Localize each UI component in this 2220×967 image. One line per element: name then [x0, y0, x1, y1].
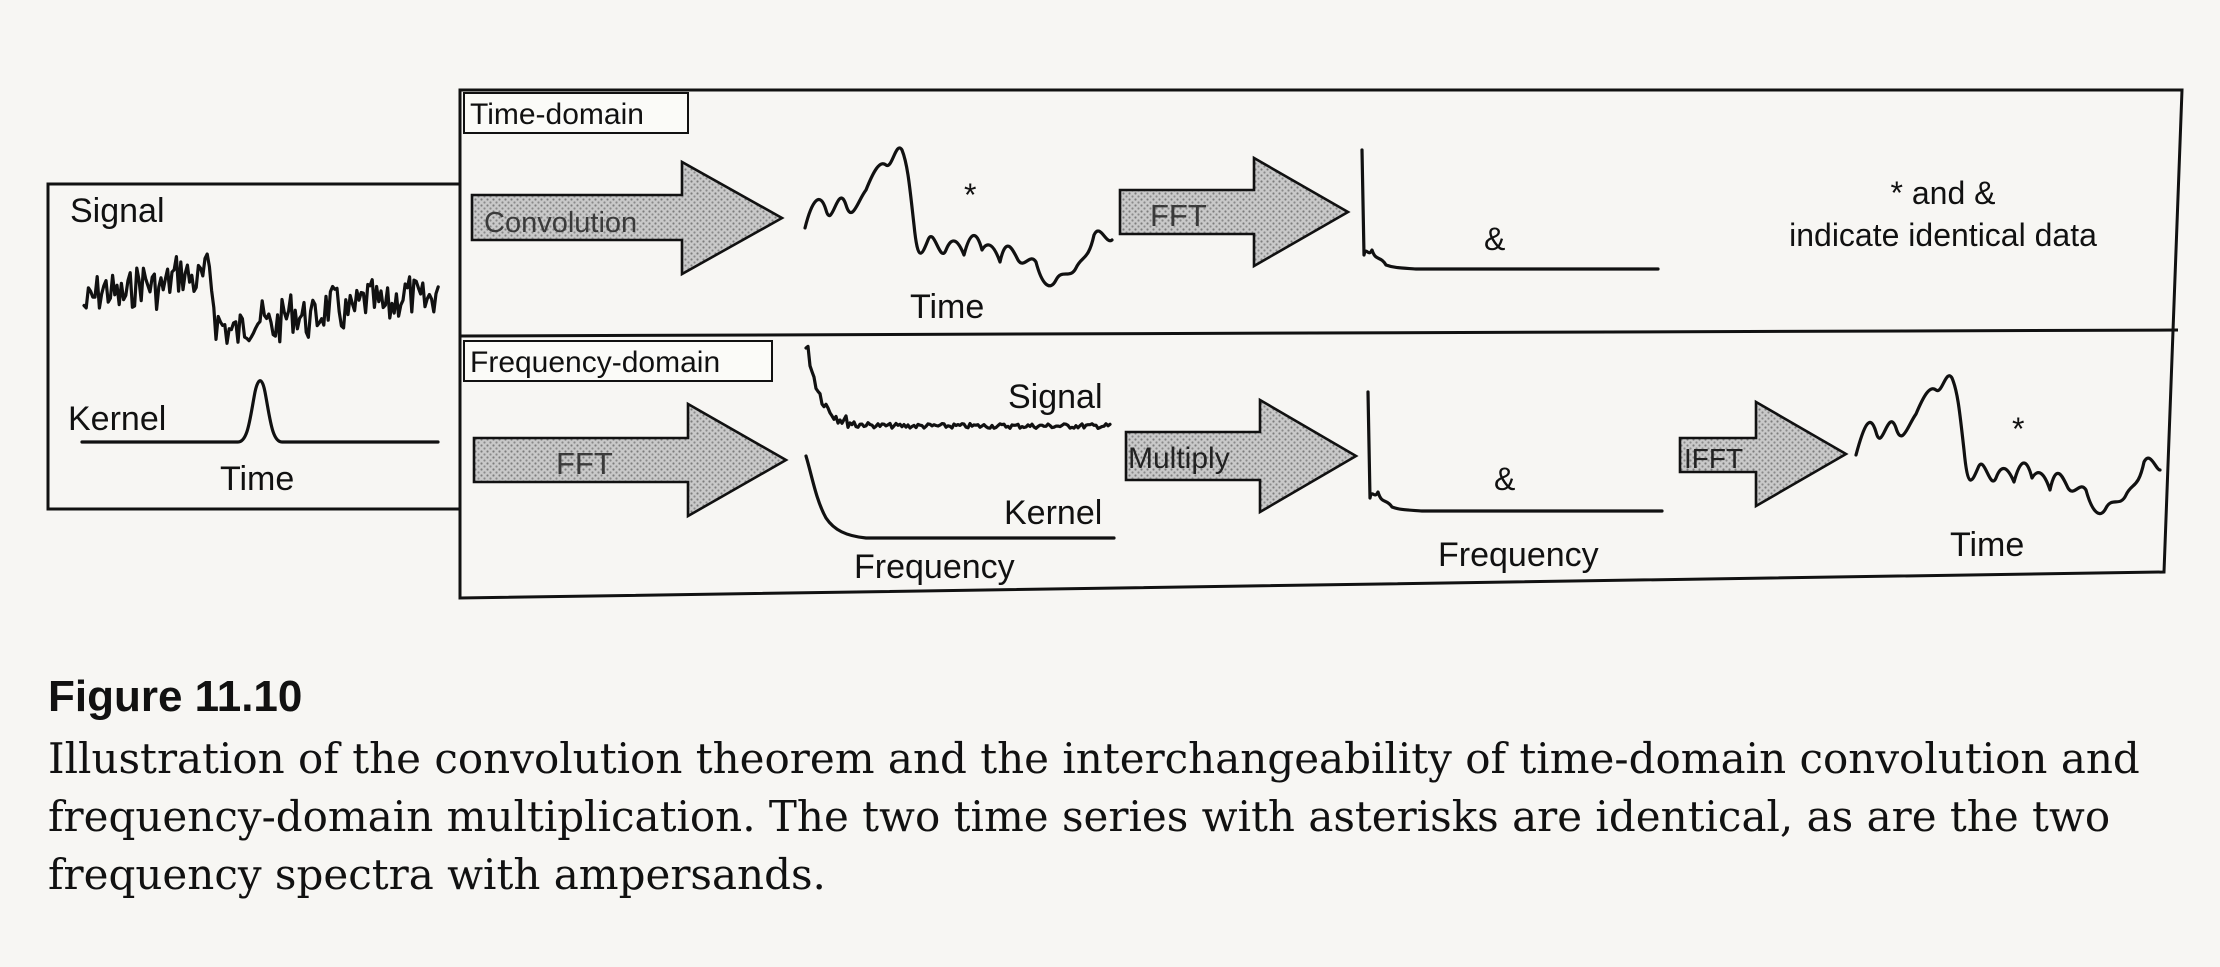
signal-spectrum-label: Signal [1008, 378, 1103, 416]
frequency-domain-asterisk: * [2012, 411, 2024, 447]
frequency-fft-label: FFT [556, 446, 613, 481]
time-domain-asterisk: * [964, 177, 976, 213]
frequency-domain-spectrum-trace [1366, 390, 1664, 513]
time-domain-fft-label: FFT [1150, 198, 1207, 233]
convolution-diagram: Signal Kernel Time Time-domain Convoluti… [46, 88, 2184, 600]
time-domain-ampersand: & [1484, 221, 1505, 257]
note-line-1: * and & [1891, 175, 1996, 211]
time-domain-result-trace [803, 146, 1114, 288]
frequency-domain-ampersand: & [1494, 461, 1515, 497]
left-panel: Signal Kernel Time [46, 182, 462, 511]
note-line-2: indicate identical data [1789, 217, 2097, 253]
convolution-arrow [470, 159, 785, 277]
ifft-label: IFFT [1684, 443, 1743, 474]
time-domain-fft-arrow [1118, 155, 1351, 269]
left-kernel-trace [80, 379, 440, 444]
frequency-domain-tag-box [463, 340, 773, 382]
frequency-label-2: Frequency [1438, 536, 1599, 574]
kernel-spectrum-trace [804, 454, 1116, 540]
frequency-domain-result-trace [1854, 374, 2162, 515]
figure-caption: Illustration of the convolution theorem … [48, 734, 2140, 899]
left-kernel-label: Kernel [68, 400, 166, 438]
frequency-fft-arrow [472, 401, 789, 519]
convolution-label: Convolution [484, 207, 637, 239]
domain-divider [459, 328, 2179, 338]
left-time-label: Time [220, 460, 294, 498]
main-panel: Time-domain Convolution * Time FFT & * a… [458, 88, 2184, 600]
multiply-arrow [1124, 397, 1359, 515]
time-domain-spectrum-trace [1360, 148, 1660, 271]
signal-spectrum-trace [804, 344, 1112, 430]
left-signal-label: Signal [70, 192, 165, 230]
main-panel-frame [458, 88, 2184, 600]
left-signal-trace [82, 252, 440, 345]
time-domain-time-label: Time [910, 288, 984, 326]
kernel-spectrum-label: Kernel [1004, 494, 1102, 532]
frequency-domain-time-label: Time [1950, 526, 2024, 564]
frequency-label-1: Frequency [854, 548, 1015, 586]
time-domain-row: Time-domain Convolution * Time FFT & * a… [463, 92, 2097, 326]
figure-caption-block: Figure 11.10 Illustration of the convolu… [48, 668, 2188, 904]
frequency-domain-tag: Frequency-domain [470, 346, 720, 379]
multiply-label: Multiply [1128, 442, 1230, 475]
time-domain-tag: Time-domain [470, 98, 644, 131]
figure-number: Figure 11.10 [48, 672, 303, 721]
frequency-domain-row: Frequency-domain FFT Signal Kernel Frequ… [463, 340, 2162, 586]
ifft-arrow [1678, 399, 1849, 509]
time-domain-tag-box [463, 92, 689, 134]
